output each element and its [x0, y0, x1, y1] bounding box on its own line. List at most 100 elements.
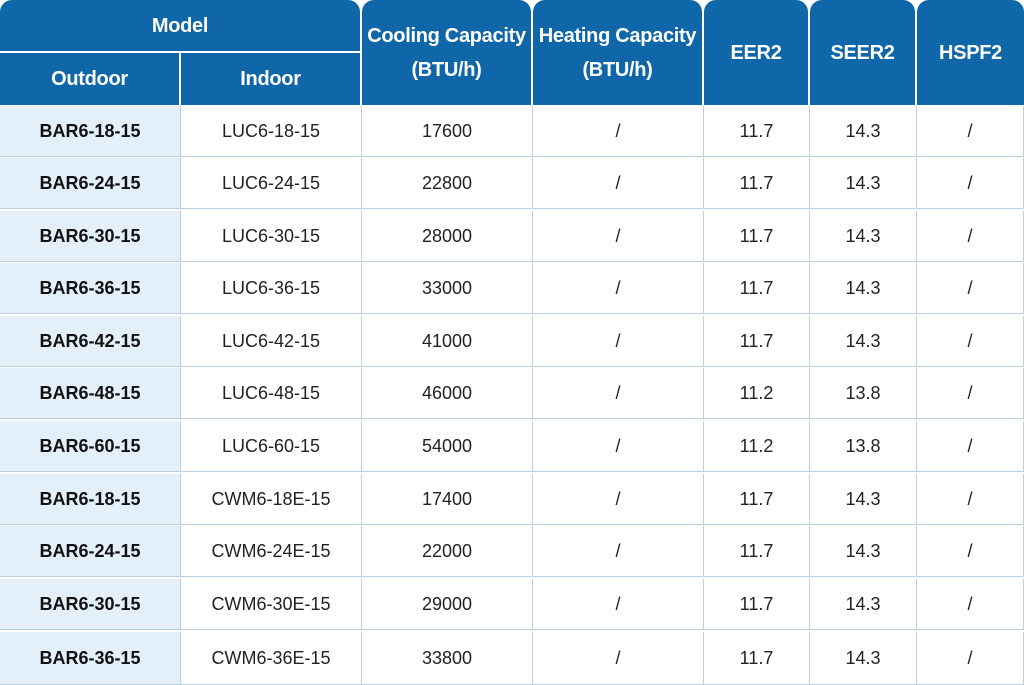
table-row: BAR6-36-15 CWM6-36E-15 33800 / 11.7 14.3… — [0, 632, 1024, 685]
header-model-label: Model — [151, 14, 209, 37]
cell-heating: / — [533, 316, 704, 367]
table-row: BAR6-48-15 LUC6-48-15 46000 / 11.2 13.8 … — [0, 368, 1024, 419]
header-model: Model — [0, 0, 360, 51]
cell-indoor: LUC6-42-15 — [181, 316, 362, 367]
cell-cooling: 33000 — [362, 263, 533, 314]
cell-eer2: 11.7 — [704, 579, 810, 630]
header-eer2: EER2 — [704, 0, 808, 105]
cell-eer2: 11.7 — [704, 158, 810, 209]
table-row: BAR6-30-15 CWM6-30E-15 29000 / 11.7 14.3… — [0, 579, 1024, 630]
cell-cooling: 41000 — [362, 316, 533, 367]
table-row: BAR6-24-15 LUC6-24-15 22800 / 11.7 14.3 … — [0, 158, 1024, 209]
cell-heating: / — [533, 368, 704, 419]
cell-outdoor: BAR6-36-15 — [0, 263, 181, 314]
cell-heating: / — [533, 158, 704, 209]
cell-heating: / — [533, 421, 704, 472]
cell-eer2: 11.7 — [704, 211, 810, 262]
cell-eer2: 11.7 — [704, 263, 810, 314]
cell-heating: / — [533, 579, 704, 630]
cell-cooling: 22800 — [362, 158, 533, 209]
cell-heating: / — [533, 526, 704, 577]
cell-indoor: CWM6-36E-15 — [181, 632, 362, 685]
cell-outdoor: BAR6-42-15 — [0, 316, 181, 367]
header-seer2-label: SEER2 — [830, 41, 895, 64]
cell-cooling: 17600 — [362, 106, 533, 157]
cell-heating: / — [533, 632, 704, 685]
table-row: BAR6-42-15 LUC6-42-15 41000 / 11.7 14.3 … — [0, 316, 1024, 367]
cell-eer2: 11.2 — [704, 368, 810, 419]
cell-indoor: LUC6-48-15 — [181, 368, 362, 419]
cell-seer2: 14.3 — [810, 526, 917, 577]
cell-hspf2: / — [917, 106, 1024, 157]
cell-heating: / — [533, 474, 704, 525]
cell-outdoor: BAR6-18-15 — [0, 106, 181, 157]
header-indoor-label: Indoor — [240, 68, 301, 90]
header-outdoor: Outdoor — [0, 53, 179, 105]
cell-outdoor: BAR6-60-15 — [0, 421, 181, 472]
table-row: BAR6-60-15 LUC6-60-15 54000 / 11.2 13.8 … — [0, 421, 1024, 472]
cell-cooling: 17400 — [362, 474, 533, 525]
cell-heating: / — [533, 263, 704, 314]
header-hspf2: HSPF2 — [917, 0, 1024, 105]
cell-hspf2: / — [917, 579, 1024, 630]
cell-indoor: LUC6-18-15 — [181, 106, 362, 157]
cell-hspf2: / — [917, 421, 1024, 472]
cell-cooling: 54000 — [362, 421, 533, 472]
cell-outdoor: BAR6-30-15 — [0, 211, 181, 262]
header-heating-line2: (BTU/h) — [582, 58, 653, 81]
cell-cooling: 46000 — [362, 368, 533, 419]
table-row: BAR6-30-15 LUC6-30-15 28000 / 11.7 14.3 … — [0, 211, 1024, 262]
cell-indoor: LUC6-30-15 — [181, 211, 362, 262]
cell-seer2: 14.3 — [810, 106, 917, 157]
table-row: BAR6-24-15 CWM6-24E-15 22000 / 11.7 14.3… — [0, 526, 1024, 577]
cell-indoor: CWM6-24E-15 — [181, 526, 362, 577]
cell-outdoor: BAR6-36-15 — [0, 632, 181, 685]
cell-eer2: 11.7 — [704, 474, 810, 525]
header-heating-capacity: Heating Capacity (BTU/h) — [533, 0, 702, 105]
cell-hspf2: / — [917, 368, 1024, 419]
header-seer2: SEER2 — [810, 0, 915, 105]
cell-indoor: CWM6-18E-15 — [181, 474, 362, 525]
table-row: BAR6-36-15 LUC6-36-15 33000 / 11.7 14.3 … — [0, 263, 1024, 314]
cell-heating: / — [533, 106, 704, 157]
cell-outdoor: BAR6-24-15 — [0, 526, 181, 577]
cell-seer2: 14.3 — [810, 632, 917, 685]
cell-outdoor: BAR6-48-15 — [0, 368, 181, 419]
cell-indoor: LUC6-60-15 — [181, 421, 362, 472]
cell-hspf2: / — [917, 632, 1024, 685]
cell-eer2: 11.7 — [704, 316, 810, 367]
cell-hspf2: / — [917, 158, 1024, 209]
header-hspf2-label: HSPF2 — [939, 41, 1002, 64]
cell-hspf2: / — [917, 526, 1024, 577]
cell-eer2: 11.7 — [704, 526, 810, 577]
cell-seer2: 13.8 — [810, 368, 917, 419]
cell-outdoor: BAR6-18-15 — [0, 474, 181, 525]
cell-seer2: 14.3 — [810, 211, 917, 262]
cell-eer2: 11.7 — [704, 632, 810, 685]
header-eer2-label: EER2 — [730, 41, 782, 64]
cell-indoor: LUC6-24-15 — [181, 158, 362, 209]
cell-outdoor: BAR6-24-15 — [0, 158, 181, 209]
header-outdoor-label: Outdoor — [51, 68, 128, 90]
cell-seer2: 14.3 — [810, 474, 917, 525]
cell-cooling: 22000 — [362, 526, 533, 577]
header-heating-line1: Heating Capacity — [538, 24, 697, 47]
cell-seer2: 13.8 — [810, 421, 917, 472]
cell-hspf2: / — [917, 316, 1024, 367]
cell-hspf2: / — [917, 474, 1024, 525]
header-cooling-line1: Cooling Capacity — [367, 24, 526, 47]
cell-cooling: 28000 — [362, 211, 533, 262]
cell-seer2: 14.3 — [810, 316, 917, 367]
header-indoor: Indoor — [181, 53, 360, 105]
cell-heating: / — [533, 211, 704, 262]
cell-outdoor: BAR6-30-15 — [0, 579, 181, 630]
cell-cooling: 29000 — [362, 579, 533, 630]
table-row: BAR6-18-15 LUC6-18-15 17600 / 11.7 14.3 … — [0, 106, 1024, 157]
cell-seer2: 14.3 — [810, 263, 917, 314]
cell-hspf2: / — [917, 263, 1024, 314]
cell-hspf2: / — [917, 211, 1024, 262]
table-row: BAR6-18-15 CWM6-18E-15 17400 / 11.7 14.3… — [0, 474, 1024, 525]
cell-cooling: 33800 — [362, 632, 533, 685]
cell-eer2: 11.2 — [704, 421, 810, 472]
